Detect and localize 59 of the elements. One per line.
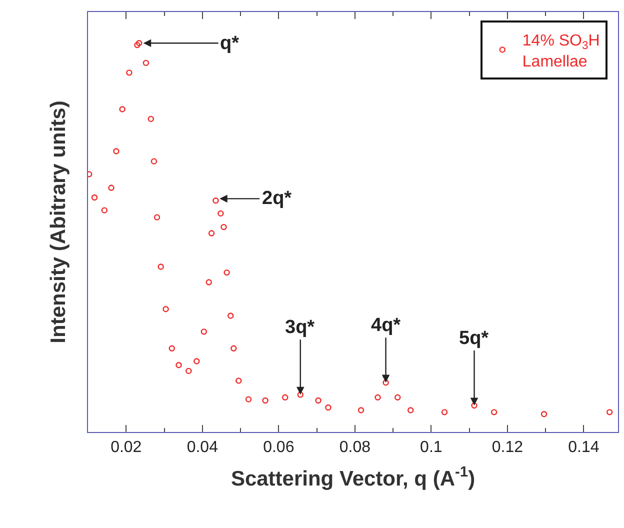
point (230, 345, 237, 352)
point (126, 70, 132, 76)
point (186, 368, 192, 374)
point (358, 407, 364, 414)
point (471, 402, 478, 409)
x-axis-title: Scattering Vector, q (A$^{-1}$) (230, 464, 476, 490)
point (262, 397, 268, 404)
point (297, 392, 304, 398)
y-axis-title: Intensity (Abitrary units) (47, 100, 70, 344)
legend-label: 14% SO$_{3}$H Lamellae (522, 32, 600, 70)
point (136, 40, 142, 46)
point (168, 345, 175, 352)
x-tick-label: 0.06 (263, 439, 294, 456)
point (407, 407, 414, 414)
point (101, 207, 108, 214)
point (394, 394, 401, 400)
x-tick-label: 0.04 (186, 439, 218, 456)
point (91, 194, 98, 201)
point (325, 404, 332, 411)
point (220, 224, 227, 230)
point (208, 230, 215, 236)
point (113, 148, 120, 154)
point (148, 116, 154, 122)
annotation: 3q* (285, 317, 316, 338)
point (382, 380, 389, 386)
point (134, 42, 140, 48)
point (108, 184, 114, 191)
point (228, 312, 234, 319)
x-tick-label: 0.12 (492, 439, 524, 456)
annotation: 4q* (371, 315, 402, 336)
point (150, 158, 158, 164)
point (119, 106, 126, 112)
point (218, 210, 224, 217)
point (224, 269, 230, 276)
point (206, 279, 212, 286)
point (194, 358, 200, 364)
x-tick-label: 0.02 (110, 439, 142, 456)
x-tick-label: 0.1 (420, 439, 442, 456)
x-tick-label: 0.14 (568, 439, 600, 456)
point (154, 214, 160, 220)
point (441, 409, 448, 416)
annotation: 5q* (459, 328, 490, 349)
point (606, 409, 613, 416)
point (245, 396, 252, 402)
point (200, 328, 208, 335)
point (490, 409, 498, 416)
point (315, 397, 322, 404)
annotation: 2q* (262, 188, 292, 209)
annotation: q* (220, 33, 240, 54)
point (212, 198, 219, 204)
x-tick-label: 0.08 (339, 439, 371, 456)
point (374, 394, 381, 400)
point (236, 378, 242, 384)
point (162, 306, 169, 312)
point (142, 60, 150, 66)
point (282, 394, 288, 400)
point (176, 362, 182, 368)
point (158, 264, 164, 270)
point (540, 411, 548, 418)
